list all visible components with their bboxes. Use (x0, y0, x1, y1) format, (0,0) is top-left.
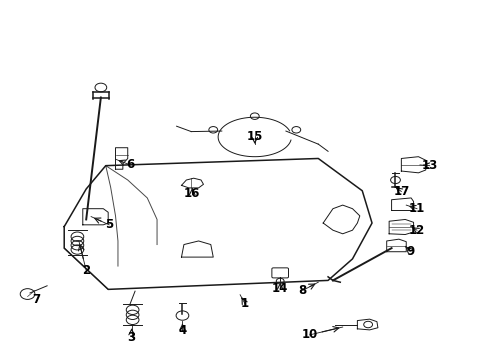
Text: 15: 15 (246, 130, 263, 143)
Text: 11: 11 (409, 202, 425, 215)
Text: 10: 10 (301, 328, 318, 341)
Text: 5: 5 (105, 218, 113, 231)
Text: 14: 14 (272, 282, 289, 295)
Text: 6: 6 (126, 158, 134, 171)
Text: 13: 13 (421, 159, 438, 172)
Text: 9: 9 (406, 244, 414, 257)
Text: 4: 4 (178, 324, 187, 337)
Text: 1: 1 (241, 297, 249, 310)
Text: 8: 8 (298, 284, 307, 297)
Text: 3: 3 (127, 330, 136, 343)
Text: 17: 17 (393, 185, 410, 198)
Text: 16: 16 (184, 187, 200, 200)
Text: 7: 7 (32, 293, 40, 306)
Text: 2: 2 (82, 264, 90, 277)
Text: 12: 12 (409, 224, 425, 237)
